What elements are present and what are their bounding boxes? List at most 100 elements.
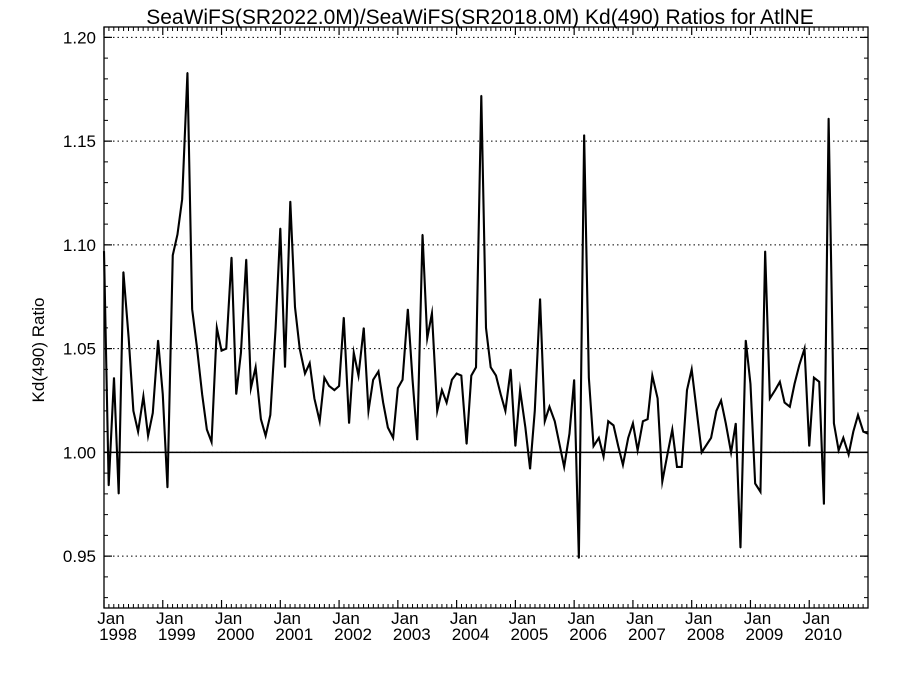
data-point bbox=[739, 547, 742, 549]
data-point bbox=[397, 387, 399, 389]
data-point bbox=[568, 433, 571, 435]
x-tick-year-label: 2009 bbox=[746, 625, 784, 644]
data-point bbox=[401, 379, 404, 381]
data-series-group bbox=[102, 72, 869, 559]
data-point bbox=[416, 439, 418, 441]
data-point bbox=[554, 420, 556, 422]
y-tick-label: 1.10 bbox=[63, 236, 96, 255]
data-point bbox=[216, 327, 218, 329]
data-point bbox=[309, 362, 311, 364]
data-point bbox=[691, 368, 693, 370]
data-point bbox=[848, 453, 850, 456]
data-point bbox=[701, 451, 703, 453]
data-point bbox=[833, 422, 835, 424]
data-point bbox=[607, 420, 609, 422]
data-point bbox=[210, 441, 213, 443]
data-point bbox=[612, 424, 615, 426]
data-point bbox=[157, 339, 159, 341]
x-tick-month-label: Jan bbox=[156, 609, 183, 628]
x-tick-year-label: 2003 bbox=[393, 625, 431, 644]
data-point bbox=[122, 271, 124, 273]
data-point bbox=[524, 426, 526, 429]
y-axis: 0.95 1.00 1.05 1.10 1.15 1.20 bbox=[63, 28, 868, 599]
data-point bbox=[436, 410, 438, 412]
data-point bbox=[578, 557, 580, 559]
data-point bbox=[852, 431, 854, 433]
data-point bbox=[284, 366, 286, 368]
data-point bbox=[475, 366, 477, 368]
data-point bbox=[456, 372, 458, 375]
data-point bbox=[294, 306, 296, 308]
data-point bbox=[353, 352, 355, 354]
data-point bbox=[842, 437, 844, 439]
x-tick-year-label: 2006 bbox=[569, 625, 607, 644]
data-point bbox=[357, 375, 360, 377]
data-point bbox=[240, 352, 242, 354]
data-point bbox=[544, 420, 546, 422]
data-point bbox=[510, 368, 512, 370]
x-tick-year-label: 2007 bbox=[628, 625, 666, 644]
data-point bbox=[490, 366, 492, 368]
data-point bbox=[113, 377, 115, 379]
data-point bbox=[333, 389, 335, 391]
data-point bbox=[661, 480, 663, 483]
x-axis: Jan1998Jan1999Jan2000Jan2001Jan2002Jan20… bbox=[97, 27, 864, 644]
data-point bbox=[132, 410, 134, 412]
data-point bbox=[426, 337, 428, 339]
data-point bbox=[304, 372, 306, 375]
series-line-1 bbox=[102, 72, 869, 559]
data-point bbox=[196, 345, 198, 348]
data-point bbox=[495, 375, 497, 377]
x-tick-month-label: Jan bbox=[509, 609, 536, 628]
data-point bbox=[563, 466, 565, 468]
data-point bbox=[235, 393, 237, 395]
data-point bbox=[265, 435, 267, 437]
data-point bbox=[710, 437, 712, 439]
x-tick-year-label: 2001 bbox=[275, 625, 313, 644]
data-point bbox=[808, 445, 810, 447]
x-tick-month-label: Jan bbox=[97, 609, 124, 628]
data-point bbox=[715, 410, 717, 412]
data-point bbox=[681, 466, 683, 468]
x-tick-month-label: Jan bbox=[744, 609, 771, 628]
data-point bbox=[152, 412, 154, 414]
data-point bbox=[657, 397, 659, 400]
data-point bbox=[534, 410, 536, 412]
x-tick-month-label: Jan bbox=[626, 609, 653, 628]
y-tick-label: 1.15 bbox=[63, 132, 96, 151]
data-point bbox=[250, 387, 252, 389]
data-point bbox=[142, 395, 144, 397]
data-point bbox=[387, 426, 389, 429]
y-axis-label: Kd(490) Ratio bbox=[29, 298, 48, 403]
data-point bbox=[676, 466, 678, 468]
data-point bbox=[466, 443, 468, 445]
data-point bbox=[411, 379, 414, 381]
data-point bbox=[260, 418, 262, 420]
data-point bbox=[622, 464, 624, 466]
data-point bbox=[108, 484, 110, 487]
data-point bbox=[225, 348, 227, 350]
data-point bbox=[632, 422, 634, 424]
data-point bbox=[813, 377, 815, 379]
data-point bbox=[421, 233, 424, 236]
data-point bbox=[166, 487, 169, 489]
data-point bbox=[230, 256, 233, 258]
data-point bbox=[470, 375, 472, 377]
data-point bbox=[377, 370, 380, 373]
data-point bbox=[529, 468, 531, 470]
data-point bbox=[666, 455, 668, 458]
x-tick-month-label: Jan bbox=[450, 609, 477, 628]
data-point bbox=[725, 422, 727, 424]
data-point bbox=[319, 420, 321, 422]
data-point bbox=[348, 422, 350, 424]
data-point bbox=[313, 397, 315, 400]
data-point bbox=[789, 406, 791, 408]
data-point bbox=[255, 366, 257, 368]
x-tick-month-label: Jan bbox=[215, 609, 242, 628]
x-tick-month-label: Jan bbox=[391, 609, 418, 628]
data-point bbox=[137, 431, 139, 433]
x-tick-year-label: 2004 bbox=[452, 625, 490, 644]
data-point bbox=[245, 258, 247, 260]
data-point bbox=[220, 350, 223, 352]
